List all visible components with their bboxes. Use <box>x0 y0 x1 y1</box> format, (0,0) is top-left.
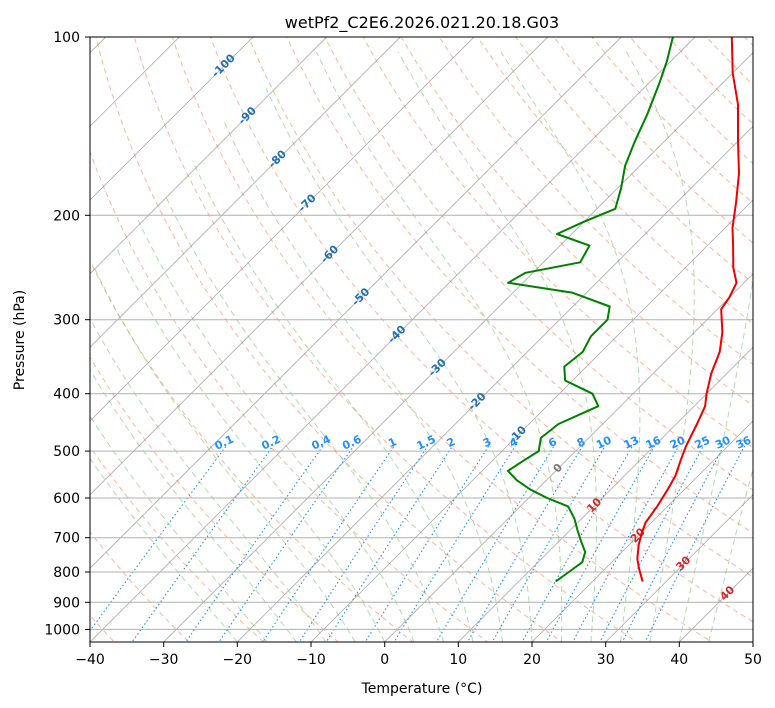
y-tick-label: 600 <box>53 491 80 507</box>
x-tick-label: −30 <box>149 652 179 668</box>
isotherm-line <box>163 52 753 642</box>
dry-adiabat-line <box>90 150 489 642</box>
moist-adiabat-line <box>265 87 533 642</box>
mixing-ratio-label: 20 <box>668 433 688 451</box>
profile-series <box>506 37 740 583</box>
x-axis-title: Temperature (°C) <box>361 681 483 697</box>
isotherm-line <box>457 346 753 642</box>
y-tick-label: 400 <box>53 387 80 403</box>
moist-adiabat-line <box>165 196 445 642</box>
dry-adiabat-line <box>515 37 753 284</box>
mixing-ratio-label: 36 <box>734 433 754 451</box>
dry-adiabat-line <box>553 37 753 244</box>
moist-adiabat-line <box>192 160 474 642</box>
moist-adiabat-line <box>90 317 327 642</box>
x-tick-label: 40 <box>670 652 688 668</box>
plot-frame <box>89 36 754 643</box>
mixing-ratio-line <box>599 445 704 642</box>
y-tick-label: 100 <box>53 30 80 46</box>
mixing-ratio-line <box>262 445 395 642</box>
plot-area: -100-90-80-70-60-50-40-30-20-10010203040… <box>90 37 754 642</box>
mixing-ratio-lines <box>90 445 746 642</box>
x-tick-label: 30 <box>597 652 615 668</box>
isotherm-line <box>90 37 475 422</box>
mixing-ratio-label: 30 <box>713 433 733 451</box>
y-tick-label: 1000 <box>44 622 80 638</box>
isotherm-line <box>384 273 753 642</box>
temperature-profile-line <box>636 37 740 582</box>
isotherm-line <box>310 199 753 642</box>
mixing-ratio-line <box>621 445 725 642</box>
y-tick-label: 900 <box>53 595 80 611</box>
dry-adiabat-line <box>90 531 190 642</box>
y-tick-label: 500 <box>53 444 80 460</box>
mixing-ratio-label: 25 <box>693 434 712 452</box>
moist-adiabat-line <box>397 51 597 642</box>
mixing-ratio-line <box>644 445 746 642</box>
x-tick-label: 10 <box>449 652 467 668</box>
isotherm-line <box>90 37 696 642</box>
moist-adiabat-line <box>316 51 563 642</box>
chart-title: wetPf2_C2E6.2026.021.20.18.G03 <box>285 13 559 33</box>
y-tick-label: 700 <box>53 531 80 547</box>
moist-adiabat-line <box>708 467 753 642</box>
moist-adiabat-line <box>115 246 386 642</box>
moist-adiabat-line <box>92 264 356 642</box>
moist-adiabat-line <box>90 457 238 642</box>
y-tick-label: 300 <box>53 313 80 329</box>
x-tick-label: −40 <box>75 652 105 668</box>
mixing-ratio-line <box>364 445 490 642</box>
moist-adiabat-line <box>500 51 641 642</box>
isotherm-line <box>236 125 753 642</box>
mixing-ratio-line <box>572 445 680 642</box>
isotherm-line <box>90 37 254 201</box>
isotherm-line <box>90 37 549 496</box>
mixing-ratio-line <box>466 445 584 642</box>
moist-adiabat-line <box>678 52 753 642</box>
x-axis-ticks: −40 −30 −20 −10 0 10 20 30 40 50 <box>75 642 762 668</box>
mixing-ratio-label: 16 <box>644 433 664 451</box>
y-axis-title: Pressure (hPa) <box>12 290 28 390</box>
mixing-ratio-label: 10 <box>594 433 614 451</box>
isotherm-line <box>605 494 753 642</box>
mixing-ratio-line <box>90 445 227 632</box>
mixing-ratio-line <box>298 445 429 642</box>
mixing-ratio-line <box>325 445 454 642</box>
y-axis-ticks: 100 200 300 400 500 600 700 800 900 1000 <box>44 30 90 638</box>
moist-adiabat-line <box>136 217 415 642</box>
x-tick-label: 0 <box>380 652 389 668</box>
x-tick-label: 50 <box>744 652 762 668</box>
x-tick-label: 20 <box>523 652 541 668</box>
isotherm-line <box>90 37 328 275</box>
x-tick-label: −20 <box>223 652 253 668</box>
dry-adiabat-line <box>286 37 753 534</box>
x-tick-label: −10 <box>296 652 326 668</box>
mixing-ratio-label: 13 <box>622 434 641 452</box>
isotherms <box>90 37 753 642</box>
mixing-ratio-line <box>435 445 555 642</box>
isotherm-line <box>90 37 622 569</box>
isotherm-line <box>90 37 401 348</box>
dry-adiabat-line <box>591 37 753 204</box>
dry-adiabats <box>90 37 753 642</box>
y-tick-label: 200 <box>53 208 80 224</box>
dry-adiabat-line <box>171 37 713 642</box>
mixing-ratio-line <box>131 445 274 642</box>
moist-adiabat-line <box>625 51 695 642</box>
y-tick-label: 800 <box>53 565 80 581</box>
isotherm-line <box>531 420 753 642</box>
dry-adiabat-line <box>248 37 753 578</box>
isobars <box>90 37 753 630</box>
dry-adiabat-line <box>133 37 638 642</box>
dewpoint-profile-line <box>506 37 674 583</box>
